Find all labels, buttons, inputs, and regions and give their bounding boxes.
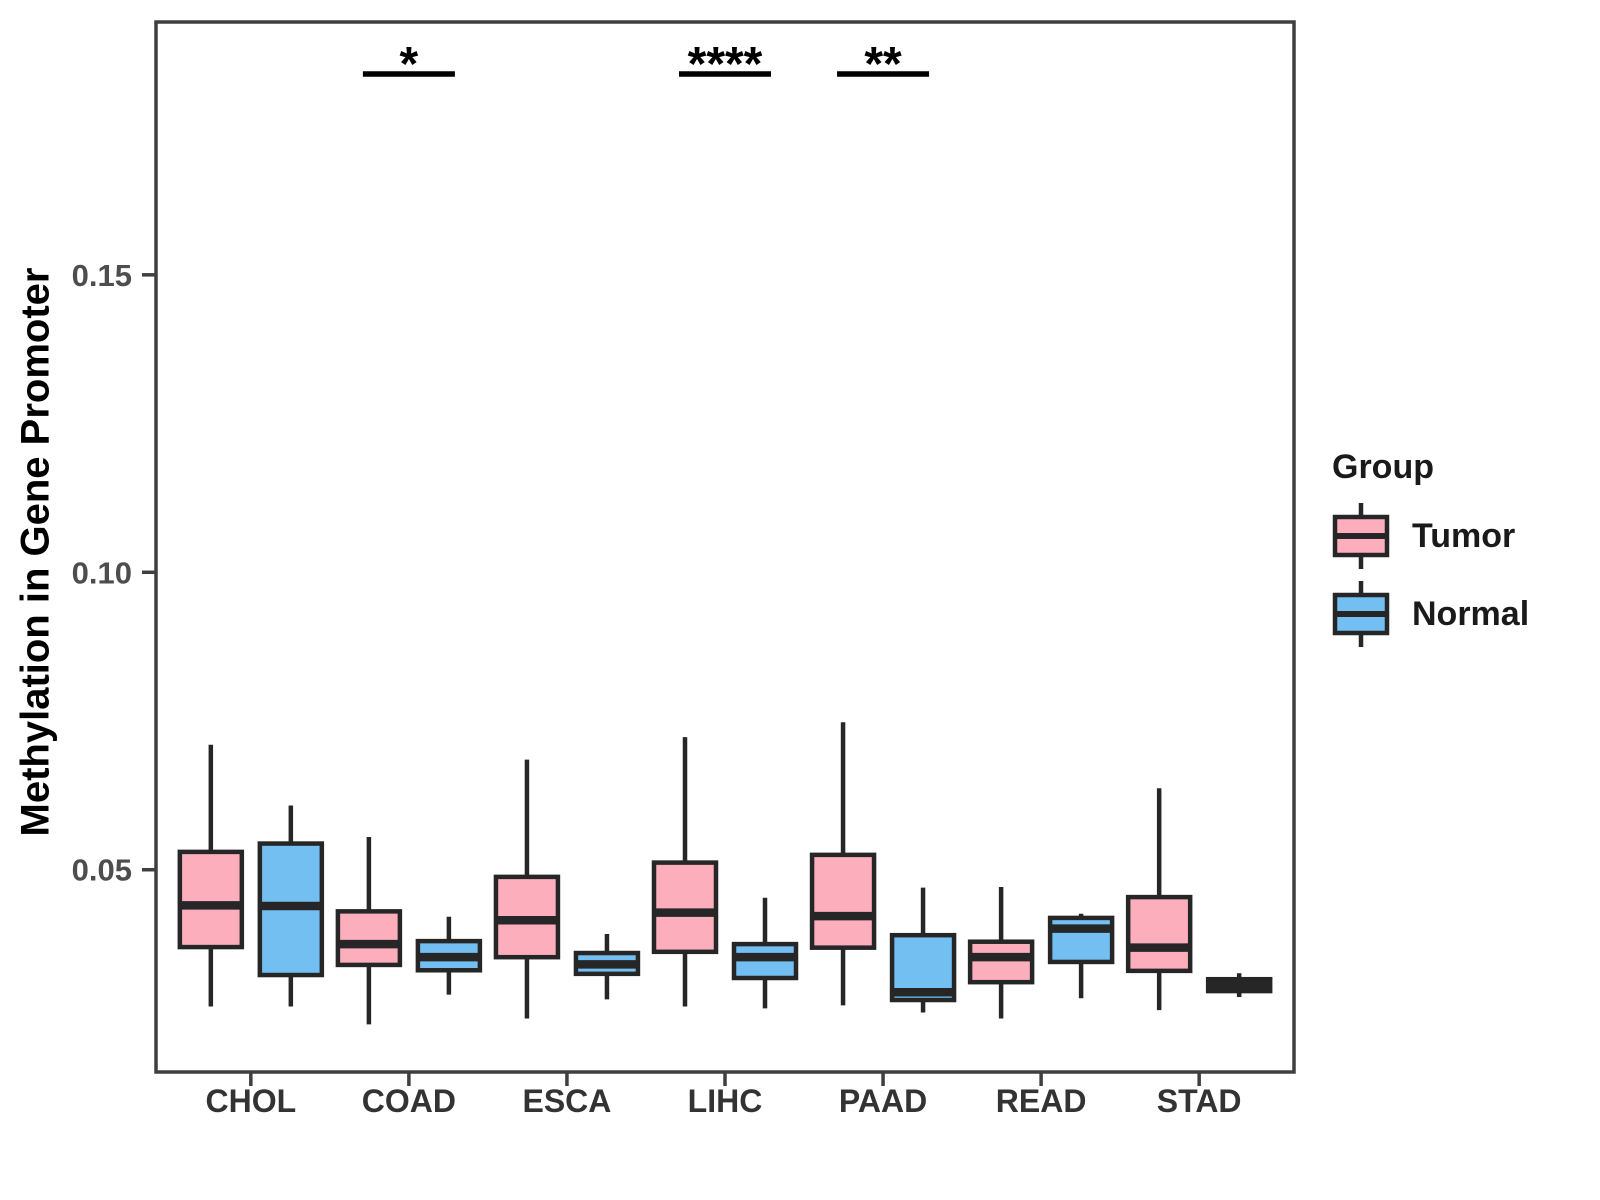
x-axis-tick-label: PAAD [839, 1083, 927, 1119]
significance-label-LIHC: **** [688, 38, 763, 91]
plot-panel-border [154, 20, 1296, 1074]
significance-label-COAD: * [400, 38, 419, 91]
x-axis-tick-label: LIHC [688, 1083, 763, 1119]
x-axis-tick-label: READ [996, 1083, 1087, 1119]
y-axis-tick-label: 0.05 [72, 853, 132, 888]
legend-title: Group [1332, 448, 1434, 486]
tumor-boxplot-key-icon [1332, 503, 1390, 569]
box-tumor-LIHC [651, 860, 719, 955]
legend: Group Tumor Normal [1330, 448, 1590, 657]
legend-item-tumor: Tumor [1330, 501, 1590, 571]
x-axis-tick-label: CHOL [206, 1083, 297, 1119]
legend-item-label: Normal [1412, 594, 1530, 633]
significance-label-PAAD: ** [864, 38, 902, 91]
box-tumor-CHOL [177, 849, 245, 950]
box-tumor-STAD [1125, 894, 1193, 974]
y-axis-tick-label: 0.10 [72, 555, 132, 590]
x-axis-tick-label: COAD [362, 1083, 456, 1119]
legend-item-normal: Normal [1330, 579, 1590, 649]
box-tumor-COAD [335, 909, 403, 968]
legend-item-label: Tumor [1412, 516, 1516, 555]
y-axis-tick-label: 0.15 [72, 258, 132, 293]
box-tumor-READ [967, 939, 1035, 985]
x-axis-tick-label: STAD [1157, 1083, 1242, 1119]
x-axis-tick-label: ESCA [522, 1083, 611, 1119]
box-tumor-PAAD [809, 852, 877, 950]
normal-boxplot-key-icon [1332, 581, 1390, 647]
